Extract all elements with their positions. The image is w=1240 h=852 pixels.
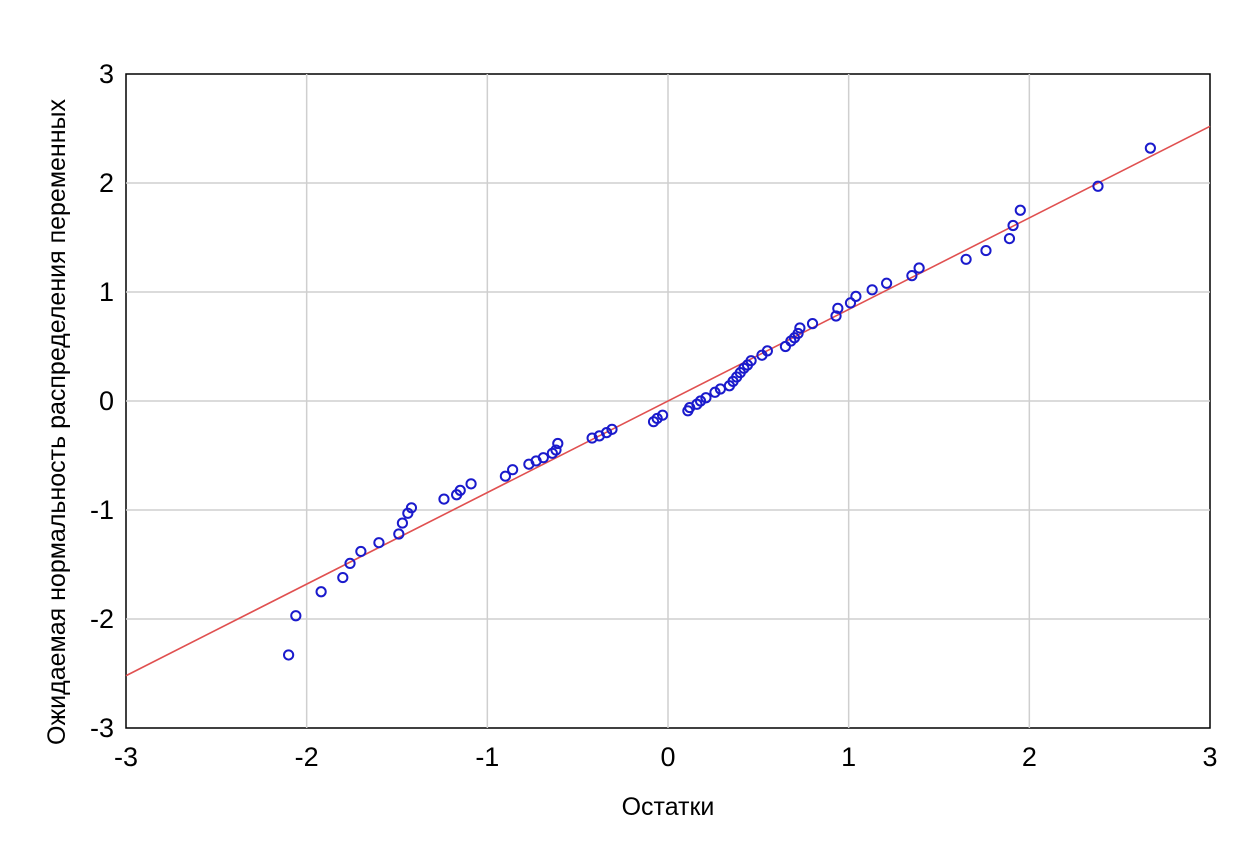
data-point — [586, 432, 598, 444]
data-point — [844, 297, 857, 309]
data-point — [1003, 232, 1016, 245]
x-axis-title: Остатки — [622, 793, 715, 821]
data-point — [606, 423, 618, 435]
x-tick-label: 3 — [1202, 742, 1217, 772]
reference-line — [125, 125, 1211, 677]
y-tick-label: -3 — [90, 713, 114, 743]
x-tick-label: -2 — [295, 742, 319, 772]
x-tick-label: 0 — [660, 742, 675, 772]
data-point — [438, 493, 450, 505]
x-tick-label: -3 — [114, 742, 138, 772]
data-point — [315, 586, 327, 598]
x-tick-label: 2 — [1022, 742, 1037, 772]
grid — [126, 74, 1210, 728]
data-point — [552, 437, 564, 450]
reference-line-group — [125, 125, 1211, 677]
data-point — [499, 470, 511, 482]
points-group — [283, 142, 1156, 661]
data-point — [393, 528, 405, 540]
data-point — [1144, 142, 1156, 154]
data-point — [850, 290, 862, 302]
data-point — [794, 322, 806, 334]
data-point — [980, 244, 992, 257]
data-point — [960, 253, 972, 265]
data-point — [806, 318, 819, 330]
data-point — [507, 464, 519, 476]
data-point — [913, 262, 925, 274]
x-tick-label: 1 — [841, 742, 856, 772]
data-point — [830, 310, 842, 322]
x-tick-label: -1 — [475, 742, 499, 772]
data-point — [832, 302, 844, 314]
data-point — [337, 571, 349, 584]
y-tick-label: -1 — [90, 495, 114, 525]
data-point — [656, 409, 669, 421]
data-point — [1007, 219, 1019, 232]
data-point — [373, 537, 385, 549]
data-point — [550, 444, 562, 456]
y-tick-label: 2 — [99, 168, 114, 198]
data-point — [866, 284, 878, 296]
data-point — [1014, 204, 1026, 216]
data-point — [700, 392, 712, 404]
data-point — [396, 517, 409, 529]
y-tick-label: -2 — [90, 604, 114, 634]
data-point — [537, 452, 549, 464]
y-tick-label: 1 — [99, 277, 114, 307]
y-tick-label: 0 — [99, 386, 114, 416]
data-point — [405, 502, 418, 514]
data-point — [906, 270, 918, 282]
data-point — [290, 610, 302, 622]
data-point — [465, 478, 477, 490]
data-point — [792, 327, 804, 340]
data-point — [283, 649, 295, 661]
data-point — [761, 345, 773, 357]
data-point — [454, 484, 466, 496]
data-point — [745, 355, 757, 367]
data-point — [1092, 180, 1104, 192]
data-point — [881, 277, 893, 289]
data-point — [344, 557, 356, 570]
tick-labels: -3 -2 -1 0 1 2 3 -3 -2 -1 0 1 2 3 — [90, 59, 1218, 772]
y-tick-label: 3 — [99, 59, 114, 89]
y-axis-title: Ожидаемая нормальность распределения пер… — [43, 99, 71, 745]
data-point — [355, 545, 367, 558]
